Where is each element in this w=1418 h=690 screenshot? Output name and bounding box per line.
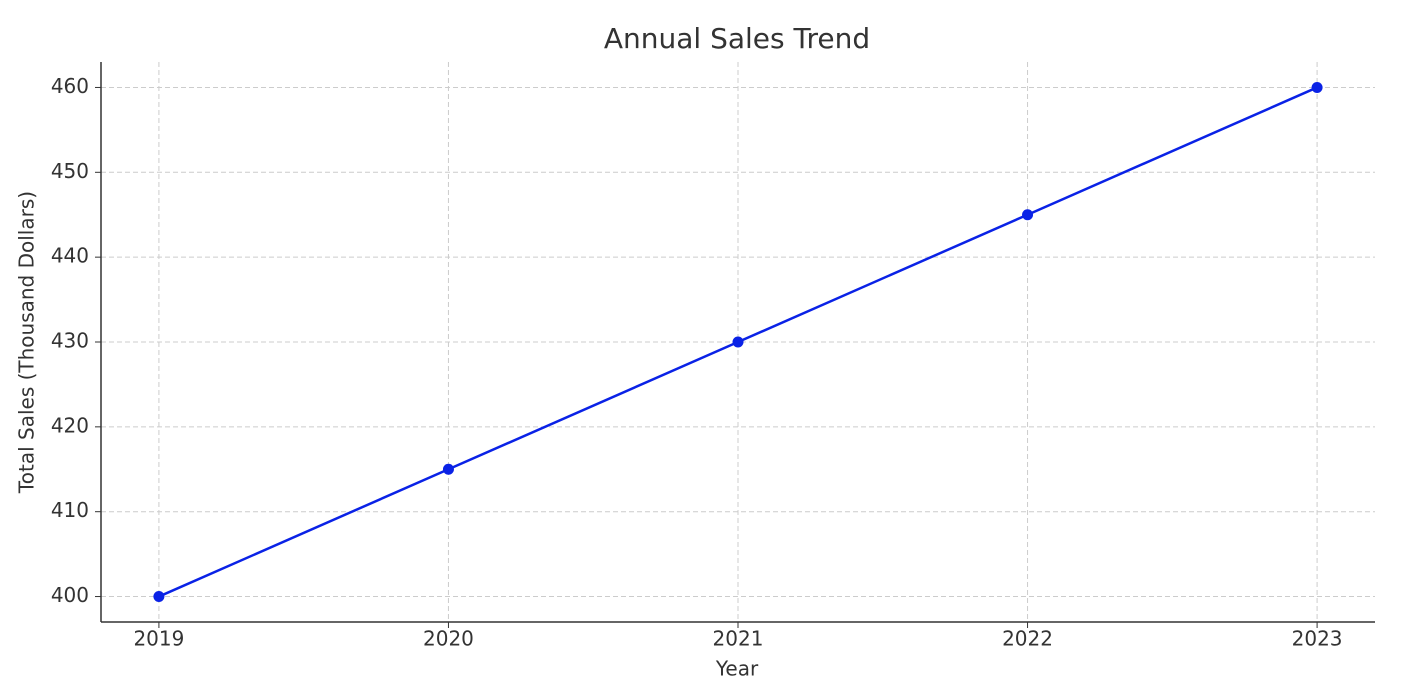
data-point — [1311, 81, 1323, 93]
y-axis-label: Total Sales (Thousand Dollars) — [15, 191, 39, 494]
x-tick-label: 2021 — [713, 627, 764, 651]
x-tick-label: 2019 — [133, 627, 184, 651]
x-tick-label: 2023 — [1292, 627, 1343, 651]
y-tick-label: 430 — [51, 329, 89, 353]
y-tick-label: 400 — [51, 583, 89, 607]
x-tick-label: 2020 — [423, 627, 474, 651]
x-tick-label: 2022 — [1002, 627, 1053, 651]
y-tick-label: 450 — [51, 159, 89, 183]
data-point — [1022, 209, 1034, 221]
data-point — [442, 463, 454, 475]
data-point — [153, 591, 165, 603]
y-tick-label: 440 — [51, 244, 89, 268]
data-point — [732, 336, 744, 348]
y-tick-label: 460 — [51, 74, 89, 98]
chart-title: Annual Sales Trend — [604, 22, 870, 55]
y-tick-label: 410 — [51, 498, 89, 522]
x-axis-label: Year — [715, 657, 759, 681]
y-tick-label: 420 — [51, 413, 89, 437]
